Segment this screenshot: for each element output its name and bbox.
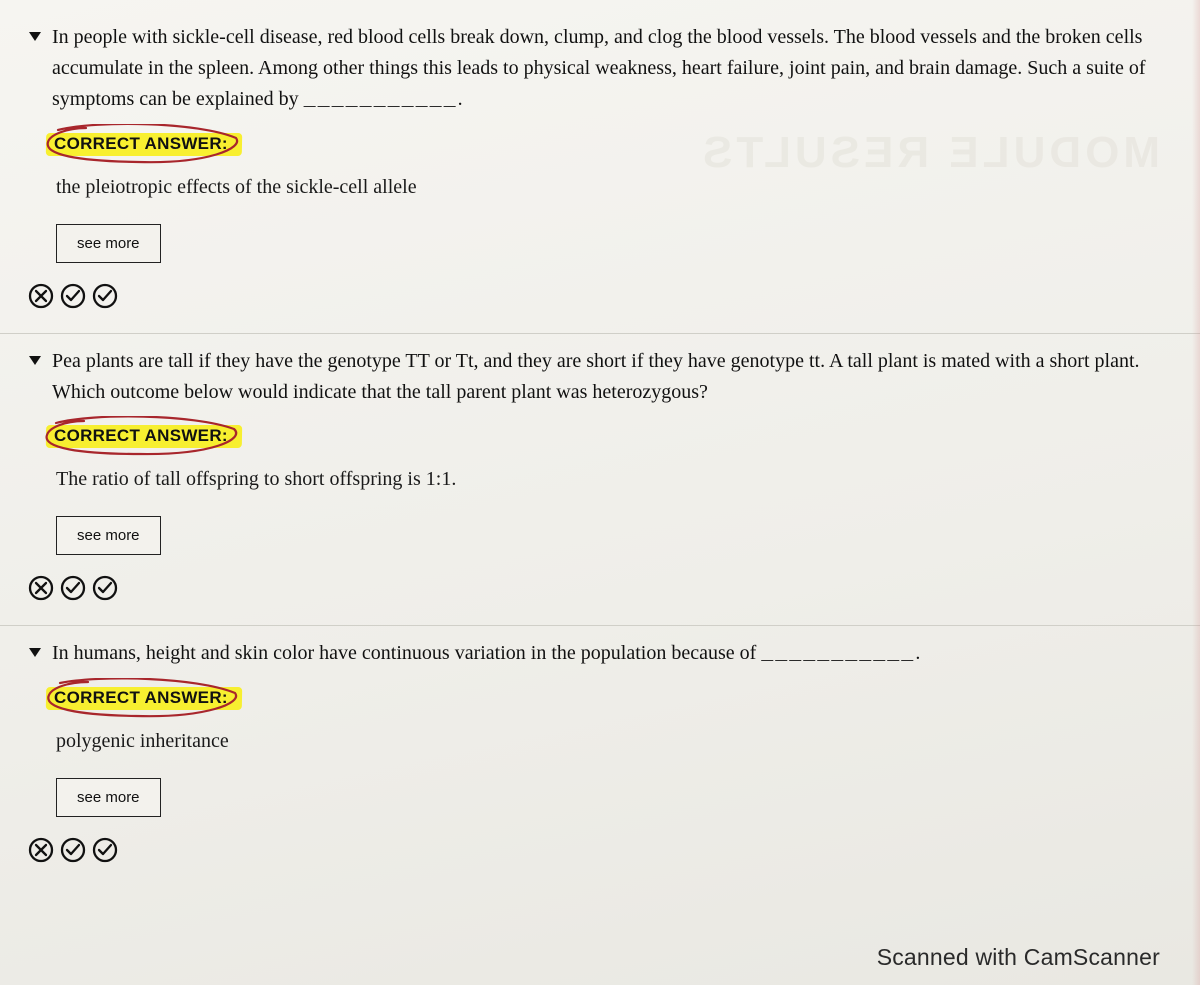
camscanner-watermark: Scanned with CamScanner bbox=[877, 944, 1160, 971]
question-block: Pea plants are tall if they have the gen… bbox=[0, 334, 1200, 626]
correct-icon bbox=[60, 283, 86, 309]
wrong-icon bbox=[28, 837, 54, 863]
status-icon-row bbox=[28, 575, 1172, 601]
correct-answer-label: CORRECT ANSWER: bbox=[52, 424, 234, 447]
correct-answer-label: CORRECT ANSWER: bbox=[52, 686, 234, 709]
correct-icon bbox=[60, 837, 86, 863]
correct-icon bbox=[92, 283, 118, 309]
question-row: In people with sickle-cell disease, red … bbox=[28, 22, 1172, 116]
question-row: In humans, height and skin color have co… bbox=[28, 638, 1172, 670]
question-text: Pea plants are tall if they have the gen… bbox=[52, 346, 1172, 408]
answer-text: The ratio of tall offspring to short off… bbox=[56, 464, 1172, 494]
wrong-icon bbox=[28, 575, 54, 601]
question-block: In people with sickle-cell disease, red … bbox=[0, 10, 1200, 334]
wrong-icon bbox=[28, 283, 54, 309]
question-body: In people with sickle-cell disease, red … bbox=[52, 26, 1146, 110]
collapse-triangle-icon[interactable] bbox=[28, 354, 42, 366]
correct-icon bbox=[92, 837, 118, 863]
correct-icon bbox=[60, 575, 86, 601]
fill-blank: ___________ bbox=[304, 89, 458, 112]
status-icon-row bbox=[28, 283, 1172, 309]
question-trailing: . bbox=[915, 642, 920, 664]
scan-edge-shadow bbox=[1192, 0, 1200, 985]
see-more-button[interactable]: see more bbox=[56, 516, 161, 555]
question-row: Pea plants are tall if they have the gen… bbox=[28, 346, 1172, 408]
question-text: In humans, height and skin color have co… bbox=[52, 638, 920, 670]
scanned-page: MODULE RESULTS In people with sickle-cel… bbox=[0, 0, 1200, 985]
question-body: In humans, height and skin color have co… bbox=[52, 642, 761, 664]
collapse-triangle-icon[interactable] bbox=[28, 30, 42, 42]
collapse-triangle-icon[interactable] bbox=[28, 646, 42, 658]
fill-blank: ___________ bbox=[761, 643, 915, 666]
answer-text: polygenic inheritance bbox=[56, 726, 1172, 756]
correct-answer-label-wrap: CORRECT ANSWER: bbox=[52, 688, 234, 708]
question-trailing: . bbox=[458, 88, 463, 110]
correct-icon bbox=[92, 575, 118, 601]
status-icon-row bbox=[28, 837, 1172, 863]
correct-answer-label-wrap: CORRECT ANSWER: bbox=[52, 134, 234, 154]
question-block: In humans, height and skin color have co… bbox=[0, 626, 1200, 887]
question-text: In people with sickle-cell disease, red … bbox=[52, 22, 1172, 116]
correct-answer-label: CORRECT ANSWER: bbox=[52, 132, 234, 155]
answer-text: the pleiotropic effects of the sickle-ce… bbox=[56, 172, 1172, 202]
see-more-button[interactable]: see more bbox=[56, 778, 161, 817]
question-body: Pea plants are tall if they have the gen… bbox=[52, 350, 1140, 403]
see-more-button[interactable]: see more bbox=[56, 224, 161, 263]
correct-answer-label-wrap: CORRECT ANSWER: bbox=[52, 426, 234, 446]
